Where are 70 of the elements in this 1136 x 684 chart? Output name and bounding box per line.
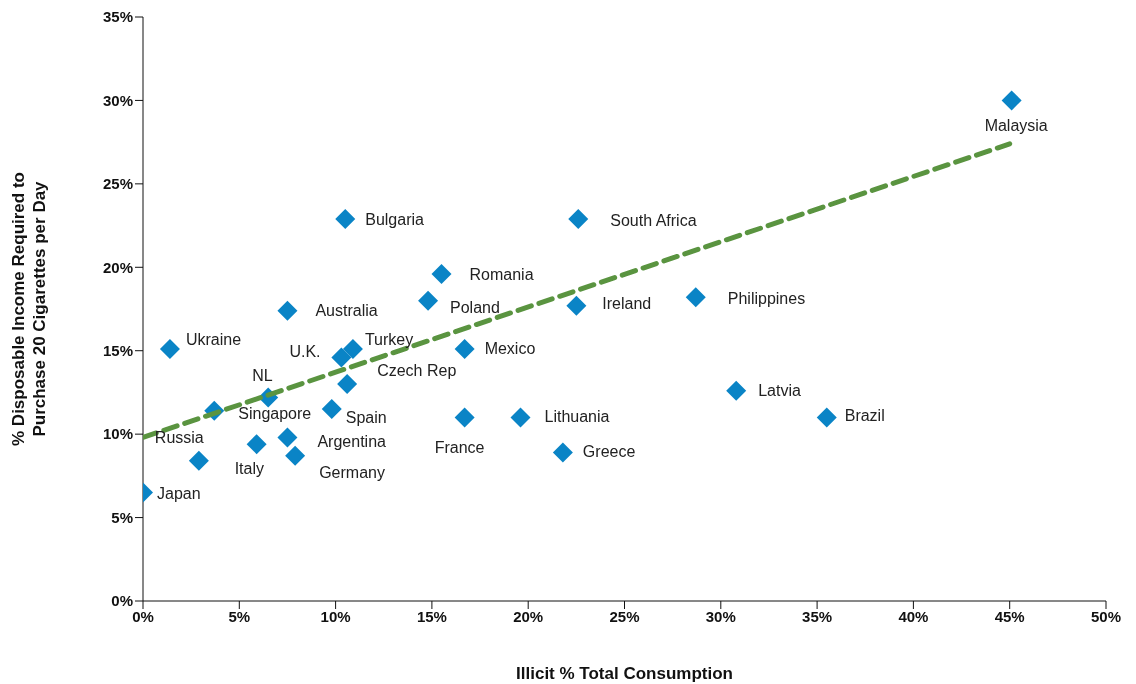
annotation: South Africa	[610, 211, 697, 229]
y-tick-label: 10%	[102, 425, 133, 443]
annotation: Japan	[157, 484, 201, 502]
annotation: Brazil	[844, 407, 885, 425]
point	[510, 407, 531, 428]
point	[188, 450, 209, 471]
point	[1001, 90, 1022, 111]
point	[246, 434, 267, 455]
annotation: Turkey	[364, 331, 414, 349]
x-tick-label: 15%	[416, 607, 447, 625]
point	[726, 380, 747, 401]
y-tick-label: 25%	[102, 175, 133, 193]
y-tick-label: 20%	[102, 258, 133, 276]
point	[337, 374, 358, 395]
point	[568, 208, 589, 229]
annotation: Russia	[154, 428, 204, 446]
point	[277, 427, 298, 448]
annotation: Poland	[450, 298, 500, 316]
x-tick-label: 35%	[802, 607, 833, 625]
annotation: Greece	[582, 443, 636, 461]
point	[342, 339, 363, 360]
point	[431, 263, 452, 284]
point	[454, 407, 475, 428]
y-tick-label: 0%	[111, 592, 133, 610]
annotation: Malaysia	[984, 117, 1048, 135]
annotation: France	[434, 439, 485, 457]
point	[566, 295, 587, 316]
x-tick-label: 30%	[705, 607, 736, 625]
point	[159, 339, 180, 360]
annotation: Philippines	[727, 290, 806, 308]
x-axis-title: Illicit % Total Consumption	[516, 664, 733, 683]
point	[454, 339, 475, 360]
x-tick-label: 5%	[228, 607, 251, 625]
annotation: Germany	[319, 463, 385, 481]
annotation: Ireland	[602, 294, 652, 312]
x-tick-label: 0%	[132, 607, 154, 625]
point	[335, 208, 356, 229]
point	[552, 442, 573, 463]
annotation: Bulgaria	[365, 210, 425, 228]
point	[277, 300, 298, 321]
point	[321, 399, 342, 420]
y-tick-label: 35%	[102, 8, 133, 26]
annotation: Argentina	[317, 433, 387, 451]
annotation: Czech Rep	[377, 362, 457, 380]
x-tick-label: 20%	[513, 607, 544, 625]
point	[685, 287, 706, 308]
point	[285, 445, 306, 466]
annotation: U.K.	[289, 343, 321, 361]
x-tick-label: 25%	[609, 607, 640, 625]
y-tick-label: 15%	[102, 342, 133, 360]
annotation: Latvia	[758, 381, 801, 399]
annotation: Mexico	[484, 340, 536, 358]
y-axis-title: % Disposable Income Required to Purchase 20 Cigarettes per Day	[9, 172, 49, 446]
point	[816, 407, 837, 428]
y-tick-label: 5%	[111, 508, 133, 526]
x-tick-label: 10%	[320, 607, 351, 625]
x-tick-label: 40%	[898, 607, 929, 625]
x-tick-label: 45%	[994, 607, 1025, 625]
annotation: Italy	[234, 460, 264, 478]
annotation: Australia	[315, 301, 378, 319]
annotation: NL	[252, 367, 273, 385]
annotation: Spain	[345, 409, 387, 427]
annotation: Lithuania	[544, 408, 610, 426]
annotation: Romania	[469, 265, 534, 283]
y-tick-label: 30%	[102, 91, 133, 109]
point	[331, 347, 352, 368]
x-tick-label: 50%	[1090, 607, 1122, 625]
annotation: Singapore	[238, 404, 312, 422]
annotation: Ukraine	[185, 331, 242, 349]
point	[418, 290, 439, 311]
